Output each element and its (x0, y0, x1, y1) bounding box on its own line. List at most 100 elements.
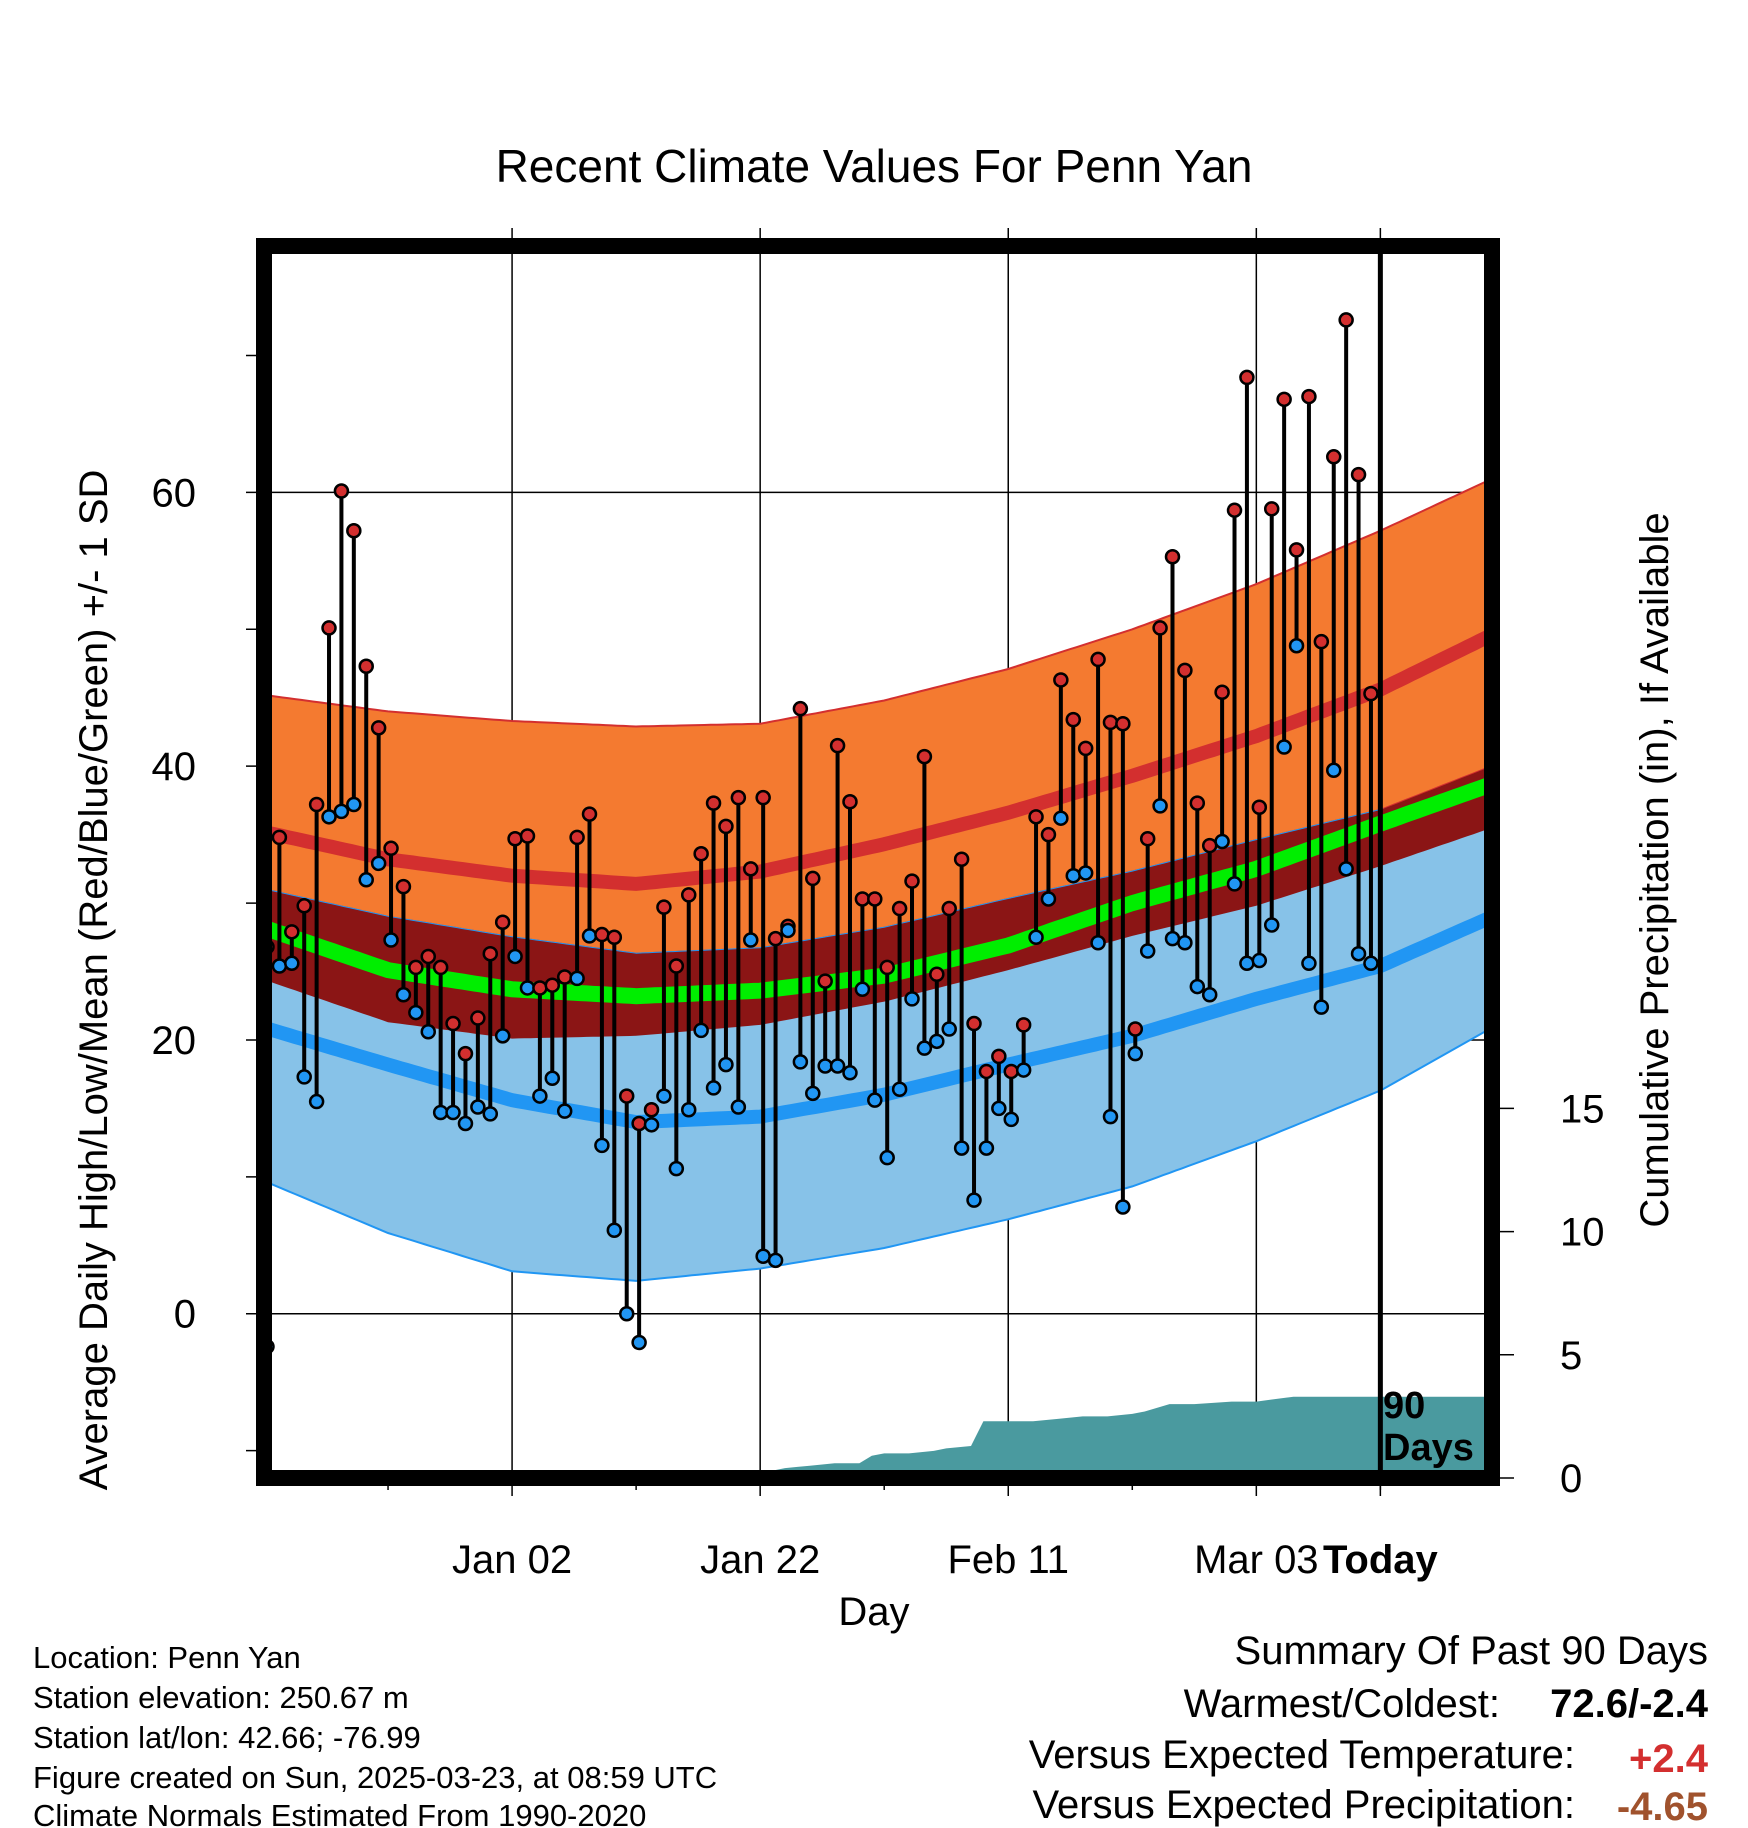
summary-warmest-label: Warmest/Coldest: (1184, 1682, 1500, 1726)
obs-low-point-82 (1276, 739, 1292, 755)
obs-low-point-85 (1313, 999, 1330, 1015)
summary-warmest-value: 72.6/-2.4 (1550, 1682, 1709, 1726)
obs-low-point-55 (941, 1021, 957, 1037)
obs-low-point-56 (953, 1140, 970, 1156)
obs-high-point-53 (916, 748, 933, 765)
obs-low-point-48 (854, 981, 871, 998)
obs-low-point-67 (1090, 935, 1106, 951)
obs-low-point-22 (532, 1088, 548, 1104)
obs-high-point-13 (420, 948, 437, 965)
obs-low-point-75 (1189, 978, 1206, 995)
obs-high-point-38 (730, 789, 747, 806)
obs-low-point-66 (1077, 865, 1094, 881)
obs-high-point-40 (755, 789, 771, 806)
obs-high-point-20 (507, 830, 523, 847)
obs-low-point-59 (991, 1100, 1007, 1117)
obs-low-point-11 (395, 987, 412, 1003)
obs-high-point-82 (1276, 391, 1292, 408)
obs-low-point-54 (929, 1033, 945, 1050)
obs-low-point-42 (780, 922, 796, 939)
obs-low-point-35 (693, 1022, 709, 1039)
obs-high-point-7 (346, 522, 362, 539)
info-created: Figure created on Sun, 2025-03-23, at 08… (33, 1760, 717, 1795)
obs-low-point-15 (445, 1104, 461, 1121)
obs-low-point-8 (358, 872, 374, 888)
obs-low-point-64 (1053, 810, 1069, 826)
days-label-line2: Days (1383, 1427, 1474, 1469)
y-tick-label-60: 60 (152, 471, 197, 515)
obs-high-point-5 (321, 620, 337, 636)
summary-precip-label: Versus Expected Precipitation: (1032, 1783, 1575, 1827)
obs-high-point-85 (1313, 633, 1330, 650)
obs-low-point-84 (1301, 955, 1317, 972)
obs-low-point-23 (544, 1070, 561, 1087)
obs-low-point-4 (308, 1093, 325, 1110)
y2-tick-label-5: 5 (1560, 1334, 1582, 1378)
high-mean-line (264, 628, 1492, 891)
obs-high-point-24 (556, 969, 573, 985)
obs-high-point-47 (842, 794, 858, 810)
obs-high-point-39 (743, 861, 759, 877)
obs-high-point-57 (966, 1015, 982, 1032)
obs-low-point-12 (408, 1004, 424, 1021)
obs-low-point-34 (680, 1102, 697, 1118)
obs-low-point-78 (1226, 876, 1243, 892)
obs-low-point-46 (829, 1058, 846, 1074)
obs-low-point-71 (1139, 943, 1156, 959)
obs-low-point-31 (643, 1117, 660, 1133)
obs-high-point-66 (1077, 740, 1094, 757)
obs-low-point-74 (1177, 935, 1193, 951)
obs-high-point-8 (358, 658, 374, 674)
obs-low-point-32 (656, 1088, 672, 1104)
obs-low-point-72 (1152, 798, 1168, 814)
y-tick-label-0: 0 (174, 1293, 196, 1337)
obs-low-point-10 (383, 932, 399, 948)
obs-high-point-44 (805, 870, 821, 887)
y2-tick-label-0: 0 (1560, 1457, 1582, 1501)
obs-high-point-36 (705, 795, 722, 811)
obs-high-point-86 (1325, 449, 1342, 465)
x-tick-label-4: Today (1323, 1538, 1439, 1582)
obs-low-point-26 (581, 928, 598, 944)
obs-high-point-43 (792, 700, 809, 717)
obs-high-point-29 (618, 1088, 635, 1104)
obs-low-point-2 (284, 955, 300, 972)
obs-high-point-19 (494, 914, 511, 930)
mean-sd-band (264, 766, 1492, 1039)
obs-high-point-87 (1338, 312, 1354, 328)
obs-high-point-2 (284, 924, 300, 940)
y-tick-label-40: 40 (152, 745, 197, 789)
obs-low-point-70 (1127, 1045, 1144, 1062)
info-normals: Climate Normals Estimated From 1990-2020 (33, 1798, 646, 1828)
obs-low-point-21 (519, 980, 536, 996)
obs-high-point-45 (817, 973, 833, 989)
obs-high-point-12 (408, 959, 424, 976)
obs-low-point-49 (867, 1092, 883, 1108)
obs-high-point-25 (569, 829, 585, 846)
plot-frame (256, 238, 1500, 1486)
obs-low-point-41 (767, 1252, 784, 1269)
obs-low-point-3 (296, 1069, 312, 1085)
obs-high-point-34 (680, 887, 697, 903)
obs-low-point-36 (705, 1080, 722, 1096)
obs-low-point-16 (457, 1115, 474, 1132)
obs-low-point-79 (1239, 955, 1255, 972)
obs-low-point-1 (271, 958, 288, 974)
obs-high-point-35 (693, 846, 709, 862)
obs-high-point-15 (445, 1015, 461, 1032)
obs-high-point-60 (1003, 1063, 1019, 1080)
obs-high-point-14 (432, 959, 449, 976)
obs-high-point-26 (581, 806, 598, 822)
summary-temp-label: Versus Expected Temperature: (1029, 1733, 1575, 1777)
obs-low-point-20 (507, 948, 523, 965)
obs-high-point-81 (1263, 501, 1280, 517)
obs-low-point-58 (978, 1140, 995, 1156)
obs-low-point-40 (755, 1248, 771, 1264)
obs-low-point-30 (631, 1334, 647, 1351)
obs-high-point-76 (1201, 837, 1218, 854)
obs-low-point-87 (1338, 861, 1354, 877)
obs-low-point-43 (792, 1054, 809, 1070)
obs-low-point-77 (1214, 833, 1230, 850)
obs-high-point-72 (1152, 620, 1168, 636)
station-info: Location: Penn Yan Station elevation: 25… (33, 1640, 717, 1828)
